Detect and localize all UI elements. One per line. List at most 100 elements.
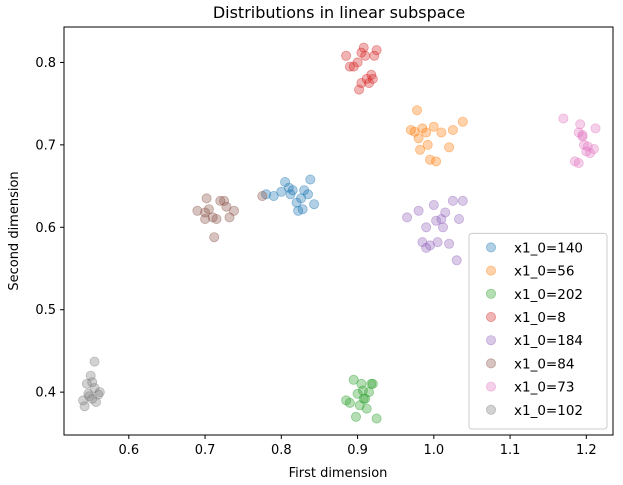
data-point (417, 237, 428, 248)
x-axis: 0.6 0.7 0.8 0.9 1.0 1.1 1.2 (118, 435, 597, 458)
data-point (94, 387, 105, 398)
data-point (201, 193, 212, 204)
data-point (83, 388, 94, 399)
data-point (447, 125, 458, 136)
data-point (590, 123, 601, 134)
data-point (358, 393, 369, 404)
legend-marker (485, 335, 496, 346)
series-0 (261, 174, 320, 216)
data-point (207, 212, 218, 223)
data-point (457, 195, 468, 206)
data-point (276, 186, 287, 197)
legend-item: x1_0=8 (485, 310, 566, 326)
data-point (457, 116, 468, 127)
legend-label: x1_0=140 (514, 240, 583, 256)
data-point (356, 378, 367, 389)
data-point (366, 69, 377, 80)
data-point (299, 185, 310, 196)
data-point (361, 73, 372, 84)
x-tick-label: 0.6 (118, 443, 139, 458)
data-point (344, 61, 355, 72)
data-point (413, 133, 424, 144)
data-point (428, 121, 439, 132)
x-tick-label: 1.1 (500, 443, 521, 458)
x-axis-label: First dimension (289, 466, 388, 481)
data-point (341, 395, 352, 406)
data-point (424, 240, 435, 251)
data-point (192, 205, 203, 216)
data-point (221, 201, 232, 212)
data-point (421, 127, 432, 138)
data-point (228, 205, 239, 216)
data-point (360, 50, 371, 61)
data-point (451, 255, 462, 266)
data-point (569, 156, 580, 167)
data-point (366, 378, 377, 389)
chart-title: Distributions in linear subspace (213, 3, 465, 22)
legend-marker (485, 358, 496, 369)
x-tick-label: 1.2 (576, 443, 597, 458)
data-point (87, 377, 98, 388)
data-point (363, 387, 374, 398)
data-point (440, 207, 451, 218)
data-point (219, 195, 230, 206)
data-point (356, 78, 367, 89)
data-point (348, 61, 359, 72)
data-point (421, 222, 432, 233)
legend-item: x1_0=73 (485, 380, 574, 396)
data-point (444, 142, 455, 153)
data-point (444, 238, 455, 249)
legend-label: x1_0=202 (514, 287, 583, 303)
data-point (287, 185, 298, 196)
x-tick-label: 0.9 (347, 443, 368, 458)
data-point (402, 212, 413, 223)
legend-box (468, 232, 608, 430)
data-point (431, 156, 442, 167)
data-point (363, 78, 374, 89)
data-point (436, 127, 447, 138)
data-point (209, 232, 220, 243)
data-point (261, 189, 272, 200)
legend-item: x1_0=84 (485, 356, 574, 372)
data-point (437, 222, 448, 233)
legend-item: x1_0=56 (485, 264, 574, 280)
data-point (285, 189, 296, 200)
data-point (283, 182, 294, 193)
legend-label: x1_0=184 (514, 333, 583, 349)
data-point (367, 73, 378, 84)
legend-label: x1_0=84 (514, 356, 574, 372)
data-point (585, 148, 596, 159)
y-tick-label: 0.6 (35, 221, 56, 236)
series-7 (78, 356, 105, 412)
data-point (215, 195, 226, 206)
data-point (577, 131, 588, 142)
data-point (357, 385, 368, 396)
data-point (371, 45, 382, 56)
data-point (558, 113, 569, 124)
y-tick-label: 0.8 (35, 56, 56, 71)
data-point (305, 174, 316, 185)
data-point (297, 204, 308, 215)
data-point (581, 146, 592, 157)
data-point (575, 119, 586, 130)
x-tick-label: 0.8 (271, 443, 292, 458)
data-point (417, 123, 428, 134)
data-point (356, 47, 367, 58)
data-point (344, 397, 355, 408)
data-point (428, 199, 439, 210)
data-point (369, 50, 380, 61)
x-tick-label: 1.0 (423, 443, 444, 458)
points-layer (78, 42, 601, 424)
data-point (79, 401, 90, 412)
data-point (421, 242, 432, 253)
legend-label: x1_0=102 (514, 403, 583, 419)
data-point (415, 144, 426, 155)
data-point (582, 141, 593, 152)
data-point (302, 189, 313, 200)
data-point (453, 213, 464, 224)
data-point (573, 127, 584, 138)
data-point (78, 395, 89, 406)
data-point (200, 207, 211, 218)
data-point (89, 356, 100, 367)
